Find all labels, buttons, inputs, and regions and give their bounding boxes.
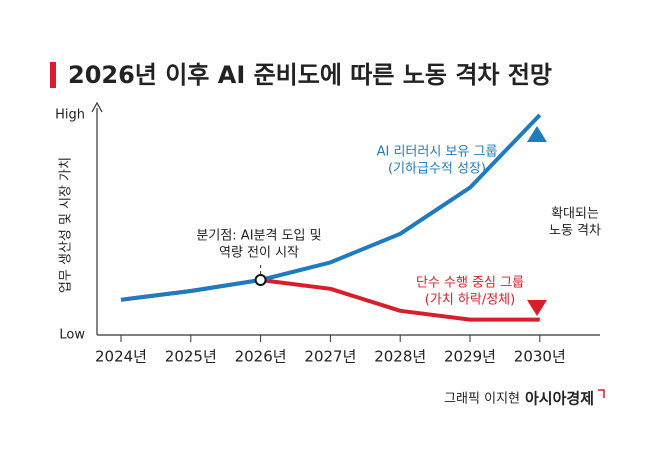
x-tick-label: 2027년: [304, 348, 356, 366]
data-line: [120, 113, 542, 302]
gap-label: 확대되는: [551, 207, 599, 222]
source: 그래픽 이지현: [444, 392, 520, 407]
series-label: AI 리터러시 보유 그룹: [377, 145, 498, 160]
pivot-marker: [254, 274, 267, 286]
annotation: 분기점: AI분격 도입 및: [196, 229, 321, 244]
y-axis-arrow: [91, 101, 103, 113]
y-tick-label: High: [55, 108, 85, 123]
y-axis-label: 업무 생산성 및 시장 가치: [59, 157, 74, 293]
logo-mark: [598, 389, 605, 398]
chart-title: 2026년 이후 AI 준비도에 따른 노동 격차 전망: [68, 61, 552, 89]
series-label: 단수 수행 중심 그룹: [416, 275, 524, 291]
series-note: (가치 하락/정체): [425, 293, 515, 308]
gap-label: 노동 격차: [549, 224, 601, 239]
x-tick-label: 2030년: [514, 348, 566, 366]
title-marker: [50, 62, 56, 88]
x-tick-label: 2029년: [444, 348, 496, 366]
series-note: (기하급수적 성장): [388, 162, 486, 177]
x-tick-label: 2026년: [235, 348, 287, 366]
x-tick-label: 2028년: [374, 348, 426, 366]
y-tick-label: Low: [59, 328, 85, 343]
gap-arrow-head: [527, 126, 547, 142]
x-tick-label: 2024년: [95, 348, 147, 366]
annotation: 역량 전이 시작: [219, 246, 299, 261]
gap-arrow-head: [527, 300, 547, 316]
publisher: 아시아경제: [525, 390, 594, 408]
x-tick-label: 2025년: [165, 348, 217, 366]
